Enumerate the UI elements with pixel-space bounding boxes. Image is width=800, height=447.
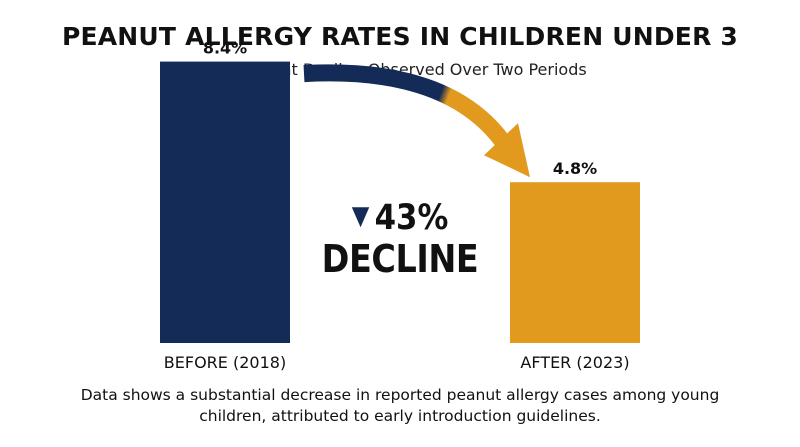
- decline-word: DECLINE: [321, 237, 479, 281]
- bar-before: [160, 61, 290, 343]
- bars-group: [160, 61, 640, 343]
- value-label-before: 8.4%: [203, 39, 247, 58]
- chart-title: PEANUT ALLERGY RATES IN CHILDREN UNDER 3: [61, 22, 739, 51]
- decline-arrow-path: [303, 64, 516, 154]
- decline-percent: 43%: [374, 198, 449, 238]
- value-label-after: 4.8%: [553, 159, 597, 178]
- decline-callout: ▼ 43% DECLINE: [312, 196, 488, 280]
- decline-arrow-head: [484, 123, 530, 178]
- category-label-before: BEFORE (2018): [164, 353, 286, 372]
- down-triangle-icon: ▼: [351, 201, 370, 231]
- labels-group: 8.4% BEFORE (2018) 4.8% AFTER (2023): [164, 39, 630, 372]
- category-label-after: AFTER (2023): [520, 353, 629, 372]
- decline-arrow: [303, 64, 530, 178]
- chart-footnote: Data shows a substantial decrease in rep…: [80, 386, 720, 425]
- bar-after: [510, 182, 640, 343]
